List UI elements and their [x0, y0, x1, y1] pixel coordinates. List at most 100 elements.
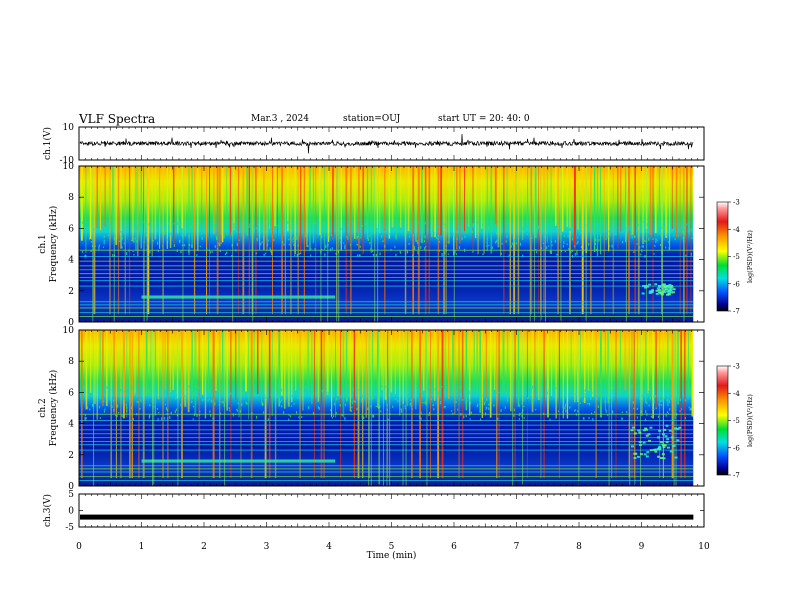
sferic-streak [464, 166, 465, 232]
emission-burst [642, 429, 646, 432]
noise-speckle [273, 239, 275, 241]
noise-speckle [220, 242, 222, 244]
sferic-streak [612, 166, 615, 315]
noise-speckle [655, 407, 657, 409]
emission-burst [649, 449, 653, 452]
page-title: VLF Spectra [79, 112, 156, 126]
noise-speckle [161, 225, 163, 227]
noise-speckle [288, 418, 290, 421]
noise-speckle [387, 418, 389, 421]
noise-speckle [136, 226, 138, 229]
noise-speckle [281, 399, 283, 402]
noise-speckle [121, 237, 123, 240]
noise-speckle [89, 408, 91, 411]
noise-speckle [486, 242, 488, 244]
colorbar-label: log(PSD)(V²/Hz) [746, 230, 754, 283]
sferic-streak [287, 166, 289, 232]
noise-speckle [486, 398, 488, 401]
impulse-line [224, 330, 226, 486]
impulse-line [629, 330, 631, 486]
sferic-streak [330, 330, 333, 417]
impulse-line [92, 166, 94, 322]
impulse-line [386, 330, 388, 486]
noise-speckle [517, 254, 520, 258]
noise-speckle [668, 240, 670, 244]
interference-line [79, 265, 694, 267]
noise-speckle [219, 394, 221, 397]
noise-speckle [184, 395, 186, 398]
impulse-line [529, 166, 531, 322]
emission-burst [654, 448, 658, 451]
sferic-streak [604, 330, 606, 411]
noise-speckle [679, 398, 681, 402]
noise-speckle [101, 225, 103, 228]
noise-speckle [191, 220, 193, 223]
sferic-streak [233, 166, 235, 230]
sferic-streak [534, 166, 537, 238]
sferic-streak [624, 330, 627, 391]
sferic-streak [297, 166, 299, 315]
noise-speckle [443, 405, 445, 409]
emission-burst [630, 445, 634, 448]
impulse-line [662, 166, 664, 322]
sferic-streak [215, 330, 217, 392]
noise-speckle [621, 418, 623, 420]
sferic-streak [137, 166, 139, 257]
sferic-streak [421, 166, 423, 244]
sferic-streak [181, 166, 183, 229]
noise-speckle [152, 239, 154, 242]
noise-speckle [288, 414, 290, 416]
noise-speckle [115, 414, 117, 417]
noise-speckle [221, 401, 223, 404]
sferic-streak [440, 166, 443, 236]
noise-speckle [365, 396, 367, 400]
noise-speckle [648, 237, 650, 241]
sferic-streak [255, 166, 257, 315]
sferic-streak [577, 166, 579, 230]
noise-speckle [633, 251, 635, 253]
noise-speckle [469, 394, 472, 396]
y-tick-label: 10 [63, 123, 75, 133]
noise-speckle [597, 405, 599, 408]
noise-speckle [170, 232, 172, 236]
noise-speckle [447, 241, 449, 243]
noise-speckle [550, 250, 552, 255]
noise-speckle [98, 246, 100, 250]
noise-speckle [654, 394, 657, 398]
emission-burst [666, 438, 670, 441]
noise-speckle [83, 385, 85, 389]
noise-speckle [665, 246, 667, 249]
noise-speckle [276, 395, 278, 398]
noise-speckle [231, 244, 233, 247]
sferic-streak [546, 330, 549, 418]
noise-speckle [611, 398, 613, 402]
noise-speckle [312, 411, 315, 415]
noise-speckle [661, 399, 663, 402]
impulse-line [608, 330, 610, 486]
noise-speckle [465, 414, 467, 418]
sferic-streak [472, 166, 474, 251]
colorbar-tick-label: -5 [733, 417, 740, 425]
impulse-line [389, 330, 391, 486]
sferic-streak [468, 166, 470, 228]
noise-speckle [504, 406, 506, 409]
sferic-streak [145, 330, 148, 397]
noise-speckle [314, 224, 316, 226]
sferic-streak [345, 330, 348, 402]
interference-line [79, 269, 694, 271]
noise-speckle [288, 403, 290, 405]
noise-speckle [384, 244, 386, 248]
noise-speckle [166, 408, 169, 412]
sferic-streak [391, 166, 394, 228]
colorbar-tick-label: -7 [733, 308, 740, 316]
noise-speckle [246, 402, 248, 405]
noise-speckle [655, 238, 657, 240]
sferic-streak [644, 330, 647, 403]
sferic-streak [94, 330, 96, 405]
sferic-streak [81, 166, 83, 241]
y-tick-label: 2 [68, 451, 74, 461]
noise-speckle [571, 249, 574, 252]
sferic-streak [169, 166, 172, 249]
noise-speckle [397, 387, 399, 390]
noise-speckle [505, 240, 507, 243]
